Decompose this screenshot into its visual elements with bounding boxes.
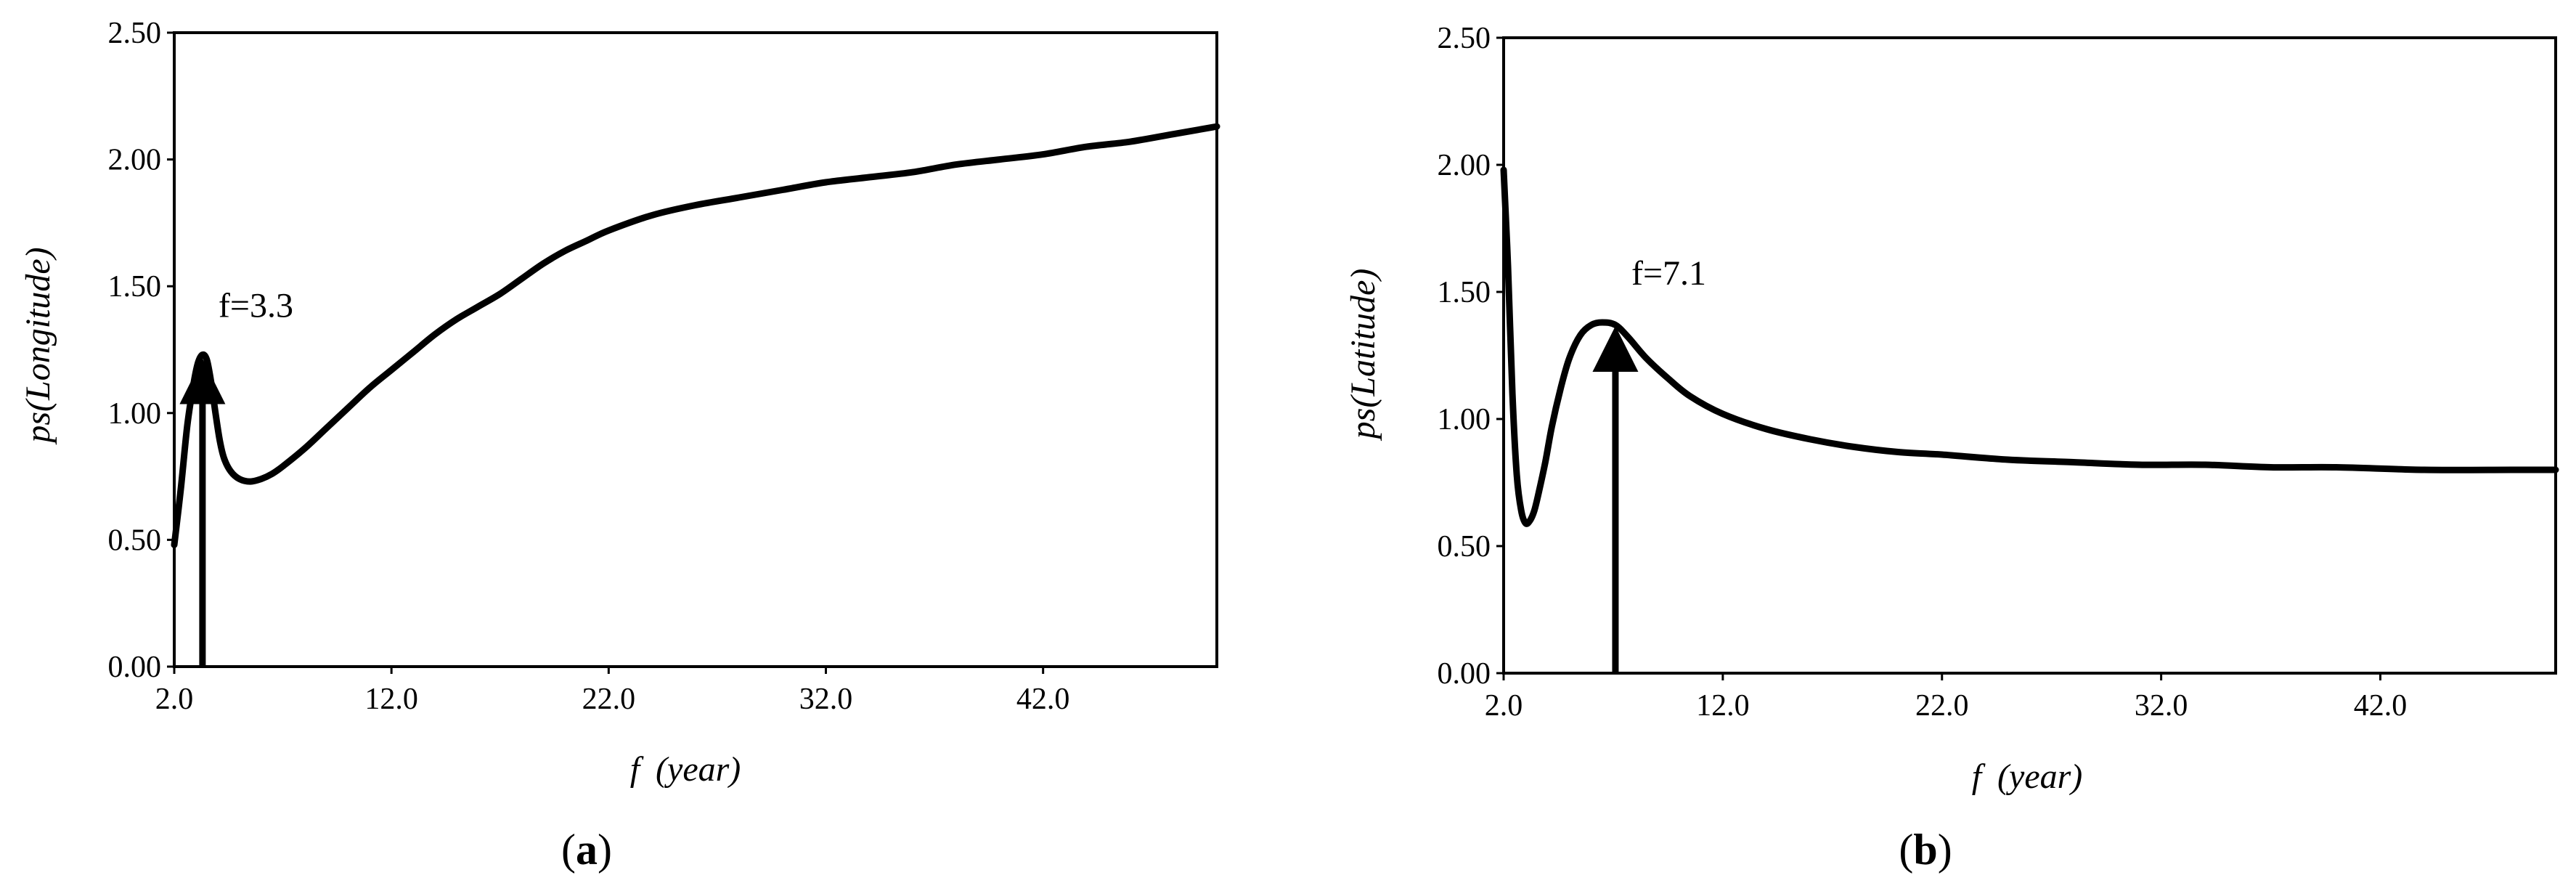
- panel-a-peak-annotation: f=3.3: [219, 286, 293, 325]
- panel-a-y-tick-label: 1.50: [108, 270, 162, 304]
- panel-b-x-tick-label: 32.0: [2135, 689, 2188, 723]
- panel-a-series-line: [171, 123, 1220, 548]
- panel-b-y-tick-label: 2.50: [1438, 22, 1491, 55]
- panel-a: 0.00 0.50 1.00 1.50 2.00 2.50 2.0 12.0 22.0 32.0 4…: [19, 17, 1220, 874]
- panel-b-x-tick-label: 42.0: [2354, 689, 2408, 723]
- panel-b: 0.00 0.50 1.00 1.50 2.00 2.50 2.0 12.0 22.0 32.0 4…: [1344, 22, 2559, 874]
- panel-a-x-tick-label: 2.0: [155, 683, 194, 716]
- panel-b-plot-frame: [1502, 36, 2557, 675]
- panel-a-x-tick-label: 32.0: [799, 683, 853, 716]
- panel-a-y-tick-label: 0.50: [108, 524, 162, 557]
- panel-b-y-tick-label: 0.50: [1438, 530, 1491, 564]
- panel-a-x-tick-label: 22.0: [582, 683, 636, 716]
- panel-a-x-tick-label: 42.0: [1016, 683, 1070, 716]
- panel-b-y-tick-label: 1.50: [1438, 276, 1491, 309]
- panel-b-series-line: [1500, 166, 2559, 527]
- panel-a-x-tick-label: 12.0: [364, 683, 418, 716]
- panel-b-peak-annotation: f=7.1: [1631, 254, 1706, 293]
- panel-a-y-axis-label: ps(Longitude): [19, 247, 57, 444]
- panel-b-x-axis-label: f (year): [1972, 757, 2083, 796]
- panel-b-label: (b): [1899, 826, 1952, 874]
- panel-b-x-tick-label: 2.0: [1485, 689, 1523, 723]
- panel-b-y-tick-label: 2.00: [1438, 149, 1491, 182]
- panel-b-y-tick-label: 0.00: [1438, 657, 1491, 691]
- panel-a-label: (a): [561, 826, 612, 874]
- panel-a-x-axis-label: f (year): [630, 750, 741, 789]
- panel-b-plot-area: 0.00 0.50 1.00 1.50 2.00 2.50 2.0 12.0 22.0 32.0 4…: [1438, 22, 2559, 723]
- panel-a-plot-area: 0.00 0.50 1.00 1.50 2.00 2.50 2.0 12.0 22.0 32.0 4…: [108, 17, 1220, 716]
- panel-b-x-tick-label: 12.0: [1696, 689, 1750, 723]
- panel-a-plot-frame: [173, 31, 1218, 668]
- panel-b-y-tick-label: 1.00: [1438, 403, 1491, 436]
- panel-a-y-tick-label: 1.00: [108, 397, 162, 431]
- panel-a-y-tick-label: 2.50: [108, 17, 162, 50]
- panel-b-x-tick-label: 22.0: [1915, 689, 1969, 723]
- panel-a-y-tick-label: 0.00: [108, 651, 162, 684]
- panel-b-y-axis-label: ps(Latitude): [1344, 269, 1382, 442]
- panel-a-y-tick-label: 2.00: [108, 144, 162, 177]
